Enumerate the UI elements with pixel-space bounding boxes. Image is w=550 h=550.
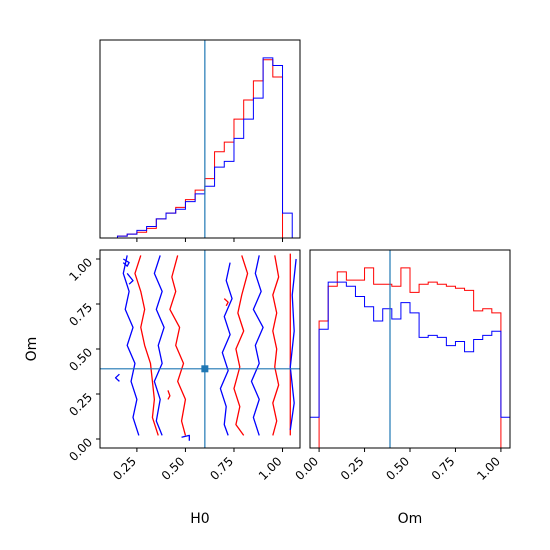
- h0-x-tick-label: 0.25: [110, 454, 139, 483]
- om-histogram-red-series: [310, 267, 510, 449]
- x-axis-label-om: Om: [398, 511, 423, 527]
- h0-histogram-frame: [99, 39, 301, 239]
- truth-marker: [201, 365, 209, 373]
- om-y-tick-label: 0.50: [66, 345, 95, 374]
- om-x-tick-label: 0.50: [383, 454, 412, 483]
- om-y-tick-label: 1.00: [66, 255, 95, 284]
- contour-blue-1: [153, 255, 165, 436]
- om-y-tick-label: 0.75: [66, 300, 95, 329]
- contour-blue-6: [126, 272, 134, 285]
- contour-red-6: [167, 390, 171, 400]
- contour-red-1: [169, 255, 187, 436]
- contour-red-5: [223, 298, 229, 307]
- contour-group: [114, 253, 297, 441]
- om-x-tick-label: 0.25: [338, 454, 367, 483]
- contour-red-0: [134, 255, 159, 436]
- h0-x-tick-label: 0.50: [159, 454, 188, 483]
- contour-panel-frame: [99, 249, 301, 449]
- h0-x-tick-label: 0.75: [207, 454, 236, 483]
- contour-blue-4: [289, 258, 297, 431]
- h0-om-contour-panel: 0.25 0.50 0.75 1.00 0.00 0.25 0.50 0.75 1.00: [66, 249, 301, 483]
- contour-blue-2: [219, 262, 233, 436]
- contour-red-2: [233, 255, 249, 436]
- om-x-tick-label: 1.00: [474, 454, 503, 483]
- contour-blue-8: [181, 434, 190, 441]
- contour-blue-0: [122, 255, 140, 436]
- contour-blue-5: [122, 258, 130, 267]
- x-axis-label-h0: H0: [190, 511, 209, 527]
- om-y-tick-label: 0.25: [66, 390, 95, 419]
- contour-blue-7: [114, 373, 120, 382]
- contour-red-3: [272, 255, 280, 436]
- h0-x-tick-label: 1.00: [256, 454, 285, 483]
- om-y-tick-label: 0.00: [66, 435, 95, 464]
- om-histogram-panel: 0.00 0.25 0.50 0.75 1.00: [292, 249, 511, 483]
- contour-blue-3: [250, 255, 264, 436]
- om-histogram-blue-series: [309, 281, 511, 448]
- y-axis-label-om: Om: [24, 337, 40, 362]
- om-x-tick-label: 0.75: [429, 454, 458, 483]
- h0-histogram-panel: [99, 39, 301, 242]
- om-x-tick-label: 0.00: [292, 454, 321, 483]
